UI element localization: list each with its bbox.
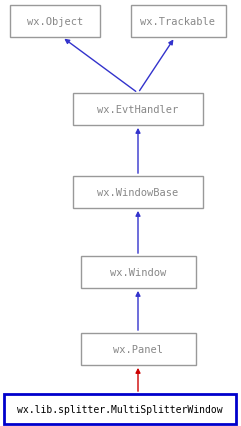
Text: wx.WindowBase: wx.WindowBase [97, 187, 179, 198]
Bar [73, 177, 203, 208]
Bar [4, 394, 236, 424]
Text: wx.EvtHandler: wx.EvtHandler [97, 105, 179, 115]
Text: wx.Panel: wx.Panel [113, 344, 163, 354]
Bar [10, 6, 100, 38]
Text: wx.lib.splitter.MultiSplitterWindow: wx.lib.splitter.MultiSplitterWindow [17, 404, 223, 414]
Bar [80, 333, 195, 365]
Bar [130, 6, 226, 38]
Text: wx.Object: wx.Object [27, 17, 83, 27]
Text: wx.Trackable: wx.Trackable [141, 17, 215, 27]
Text: wx.Window: wx.Window [110, 268, 166, 277]
Bar [73, 94, 203, 126]
Bar [80, 256, 195, 288]
